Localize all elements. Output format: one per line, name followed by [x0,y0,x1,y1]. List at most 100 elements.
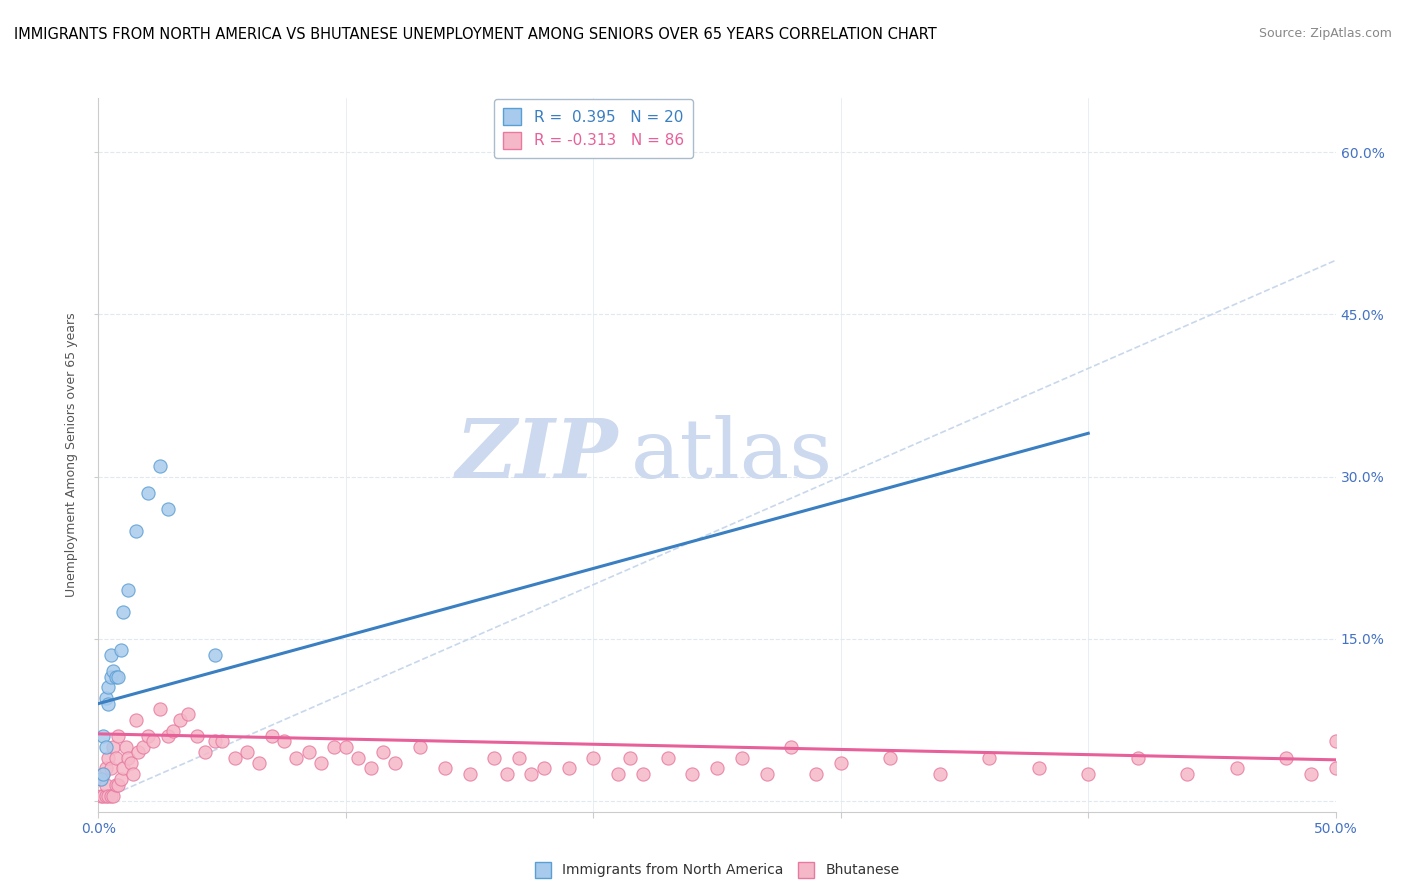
Point [100,669,122,683]
Point [117,583,139,598]
Point [103,664,125,678]
Point [335,739,357,754]
Point [107,669,129,683]
Point [156,729,179,743]
Point [97,681,120,695]
Text: atlas: atlas [630,415,832,495]
Point [107,729,129,743]
Point [371,745,394,759]
Point [94,739,117,754]
Point [104,778,127,792]
Point [384,756,406,770]
Point [93,767,115,781]
Point [204,734,226,748]
Point [117,750,139,764]
Point [93,767,115,781]
Point [169,713,191,727]
Legend: Immigrants from North America, Bhutanese: Immigrants from North America, Bhutanese [529,856,905,883]
Point [830,756,852,770]
Point [582,750,605,764]
Point [755,767,778,781]
Point [204,648,226,662]
Point [100,789,122,803]
Point [94,691,117,706]
Point [114,739,136,754]
Point [1175,767,1198,781]
Point [1226,762,1249,776]
Point [1324,762,1347,776]
Point [433,762,456,776]
Point [142,734,165,748]
Point [1374,762,1396,776]
Point [928,767,950,781]
Point [484,750,506,764]
Point [136,485,159,500]
Point [309,756,332,770]
Point [236,745,259,759]
Point [260,729,283,743]
Point [533,762,555,776]
Point [607,767,630,781]
Point [1077,767,1099,781]
Point [124,524,146,538]
Point [458,767,481,781]
Point [112,605,135,619]
Point [247,756,270,770]
Point [508,750,530,764]
Point [93,789,115,803]
Point [194,745,217,759]
Point [110,642,132,657]
Text: Source: ZipAtlas.com: Source: ZipAtlas.com [1258,27,1392,40]
Point [97,789,120,803]
Text: ZIP: ZIP [456,415,619,495]
Point [176,707,198,722]
Point [557,762,579,776]
Point [322,739,344,754]
Point [94,789,117,803]
Point [100,648,122,662]
Point [149,458,172,473]
Point [879,750,901,764]
Point [162,723,184,738]
Point [90,789,112,803]
Point [90,772,112,787]
Y-axis label: Unemployment Among Seniors over 65 years: Unemployment Among Seniors over 65 years [65,312,79,598]
Point [681,767,703,781]
Point [149,702,172,716]
Point [132,739,155,754]
Point [104,669,127,683]
Point [107,778,129,792]
Point [97,750,120,764]
Point [103,789,125,803]
Point [224,750,246,764]
Point [1324,734,1347,748]
Point [211,734,233,748]
Point [520,767,543,781]
Point [94,762,117,776]
Point [97,697,120,711]
Point [409,739,432,754]
Point [657,750,679,764]
Point [104,750,127,764]
Point [1299,767,1322,781]
Point [94,778,117,792]
Point [731,750,754,764]
Point [804,767,827,781]
Point [127,745,149,759]
Point [619,750,641,764]
Point [495,767,517,781]
Point [273,734,295,748]
Point [110,772,132,787]
Point [1350,750,1372,764]
Point [93,729,115,743]
Point [347,750,370,764]
Point [1275,750,1298,764]
Point [112,762,135,776]
Point [136,729,159,743]
Point [122,767,145,781]
Point [1126,750,1149,764]
Point [285,750,308,764]
Point [120,756,142,770]
Point [360,762,382,776]
Point [780,739,803,754]
